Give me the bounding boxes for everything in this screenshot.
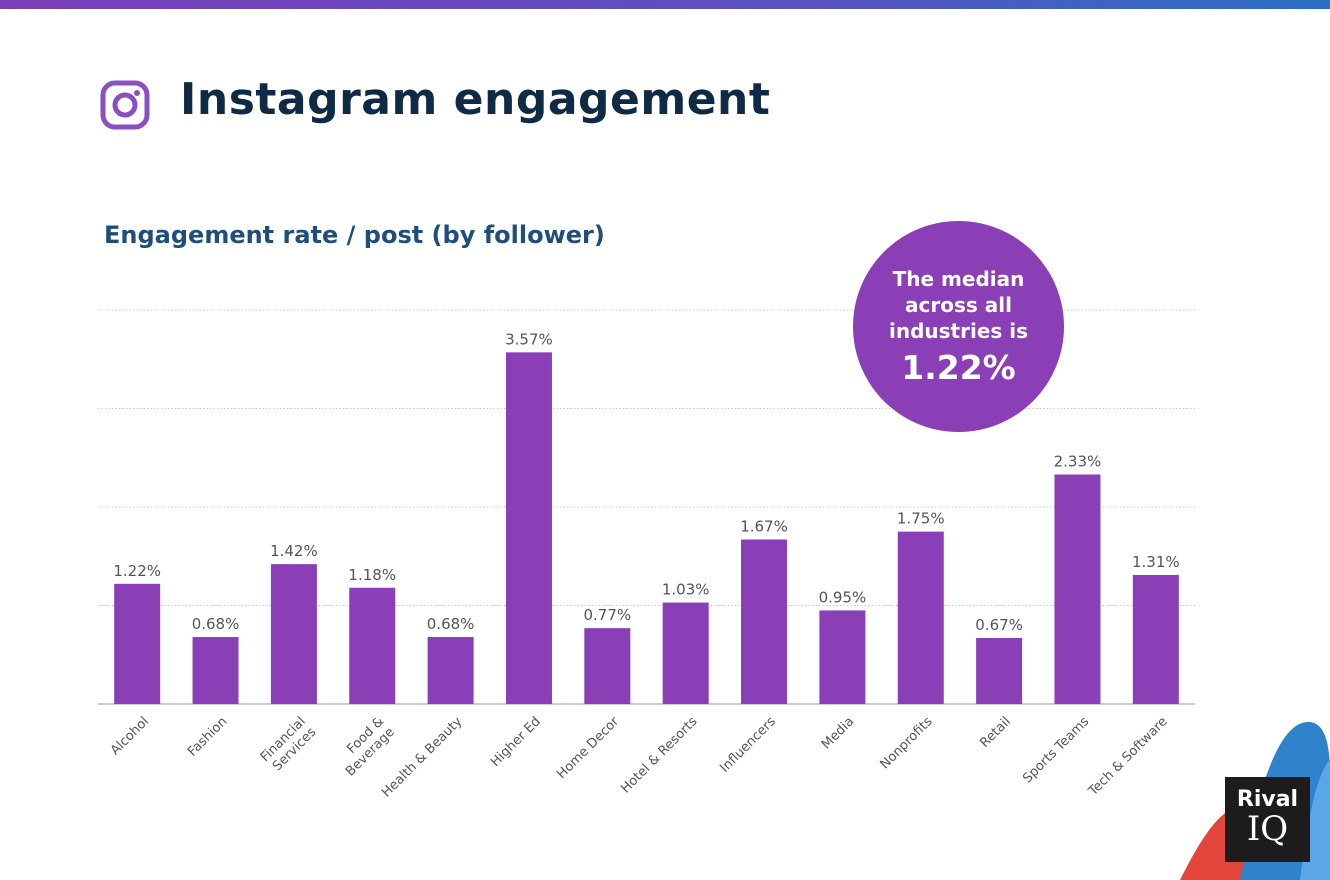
x-tick-label: Fashion (185, 714, 230, 759)
x-tick-label: Health & Beauty (379, 714, 465, 800)
data-label: 1.67% (740, 518, 788, 536)
data-label: 2.33% (1054, 452, 1102, 470)
rival-iq-logo: Rival IQ (1225, 777, 1310, 862)
x-tick-label: Sports Teams (1020, 714, 1092, 786)
bar (114, 583, 161, 704)
bar (1132, 574, 1179, 704)
top-gradient-bar (0, 0, 1330, 9)
bar (662, 602, 709, 704)
chart-title: Engagement rate / post (by follower) (104, 221, 605, 249)
x-tick-label: Hotel & Resorts (618, 714, 700, 796)
x-tick-label: Alcohol (108, 714, 152, 758)
page-title: Instagram engagement (180, 74, 771, 125)
data-label: 0.68% (192, 615, 240, 633)
data-label: 0.67% (975, 616, 1023, 634)
data-label: 1.03% (662, 581, 710, 599)
bar (192, 637, 239, 704)
bar (349, 587, 396, 704)
data-label: 3.57% (505, 330, 553, 348)
callout-value: 1.22% (901, 348, 1016, 387)
data-label: 1.42% (270, 542, 318, 560)
bar (584, 628, 631, 704)
data-label: 1.18% (348, 566, 396, 584)
x-tick-label: Retail (977, 714, 1014, 751)
bar (427, 637, 474, 704)
bar (976, 638, 1023, 704)
data-label: 1.22% (113, 562, 161, 580)
x-tick-label: Tech & Software (1085, 714, 1170, 799)
bar (741, 539, 788, 704)
x-tick-label: Influencers (717, 714, 779, 776)
bar (270, 564, 317, 704)
data-label: 0.95% (819, 588, 867, 606)
bar (819, 610, 866, 704)
bar (897, 531, 944, 704)
x-tick-label: FinancialServices (258, 714, 320, 776)
instagram-icon (100, 80, 150, 130)
x-tick-label: Higher Ed (488, 714, 544, 770)
data-label: 1.75% (897, 510, 945, 528)
data-label: 0.68% (427, 615, 475, 633)
x-tick-label: Food &Beverage (333, 714, 398, 779)
data-label: 0.77% (583, 606, 631, 624)
x-tick-label: Nonprofits (877, 714, 935, 772)
bar (1054, 474, 1101, 704)
bar (505, 352, 552, 704)
data-label: 1.31% (1132, 553, 1180, 571)
callout-text: The median across all industries is (888, 267, 1029, 343)
x-tick-label: Home Decor (554, 714, 622, 782)
median-callout: The median across all industries is 1.22… (853, 221, 1064, 432)
x-tick-label: Media (819, 714, 857, 752)
